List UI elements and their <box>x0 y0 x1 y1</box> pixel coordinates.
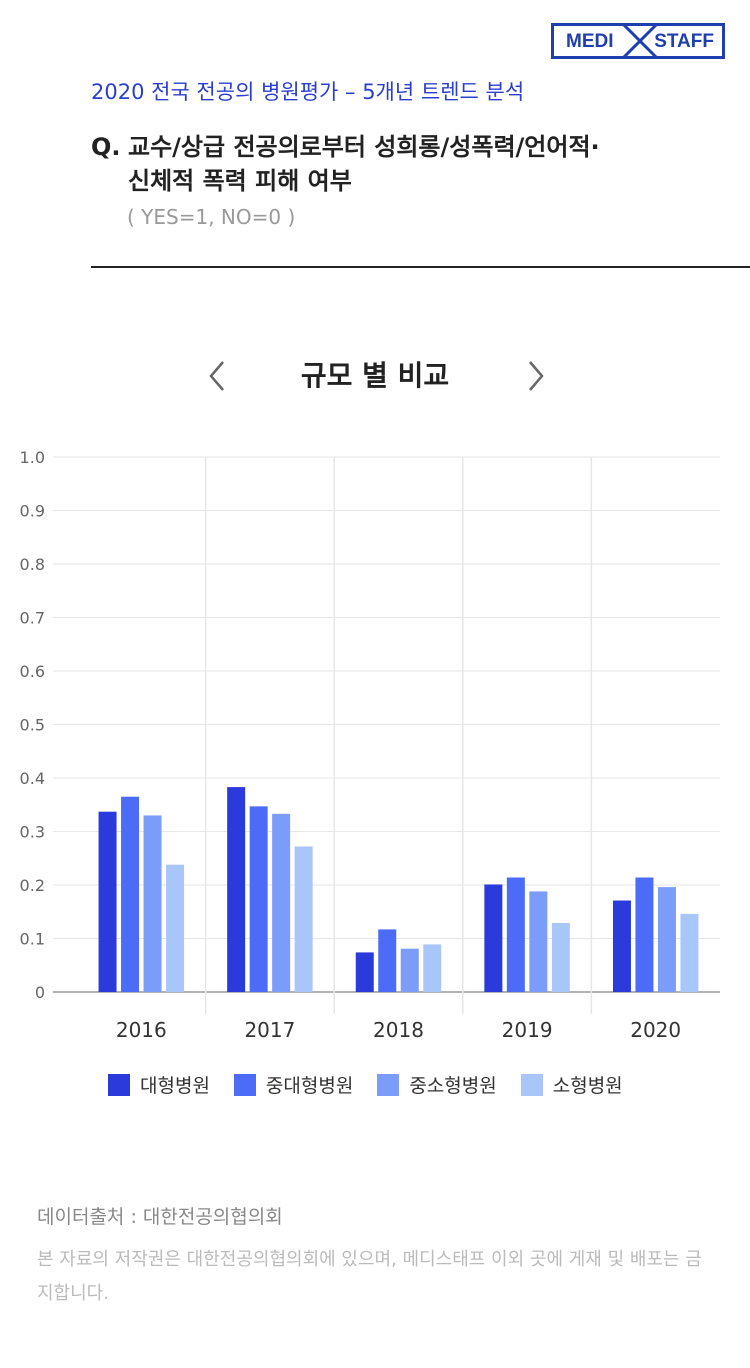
bar <box>635 877 654 992</box>
data-source: 데이터출처 : 대한전공의협의회 <box>37 1206 283 1228</box>
bar <box>249 806 268 992</box>
bar <box>400 948 419 992</box>
legend-item: 소형병원 <box>520 1071 623 1098</box>
bar <box>423 944 442 992</box>
bar <box>355 952 374 992</box>
x-tick-label: 2016 <box>116 1018 167 1042</box>
y-tick-label: 0.4 <box>20 769 45 788</box>
report-subtitle: 2020 전국 전공의 병원평가 – 5개년 트렌드 분석 <box>91 80 525 104</box>
bar <box>294 846 313 992</box>
copyright-notice: 본 자료의 저작권은 대한전공의협의회에 있으며, 메디스태프 이외 곳에 게재… <box>37 1249 702 1304</box>
chevron-right-icon[interactable] <box>520 356 550 396</box>
y-tick-label: 1.0 <box>20 448 45 467</box>
legend-label: 중대형병원 <box>265 1075 354 1097</box>
y-tick-label: 0.9 <box>20 502 45 521</box>
bar <box>484 884 503 992</box>
logo-x-mark <box>620 23 660 59</box>
chart-title: 규모 별 비교 <box>300 359 450 392</box>
x-tick-label: 2019 <box>502 1018 553 1042</box>
bar <box>612 900 631 992</box>
legend-item: 대형병원 <box>108 1071 210 1098</box>
bar <box>272 813 291 992</box>
header-divider <box>91 266 750 268</box>
y-tick-label: 0.1 <box>20 930 45 949</box>
y-tick-label: 0.3 <box>20 823 45 842</box>
y-tick-label: 0.7 <box>20 609 45 628</box>
chart-legend: 대형병원 중대형병원 중소형병원 소형병원 <box>108 1071 647 1098</box>
x-tick-label: 2018 <box>373 1018 424 1042</box>
y-tick-label: 0.8 <box>20 555 45 574</box>
bar <box>121 796 140 992</box>
question-note: ( YES=1, NO=0 ) <box>127 205 296 229</box>
legend-swatch <box>108 1073 130 1096</box>
bar-chart: 0 0.1 0.2 0.3 0.4 0.5 0.6 0.7 0.8 0.9 1.0 2016 2017 2… <box>20 448 720 1042</box>
bar <box>378 929 397 992</box>
logo-right-text: STAFF <box>654 31 714 52</box>
bar <box>166 864 185 992</box>
medistaff-logo: MEDI STAFF <box>551 23 725 59</box>
legend-swatch <box>520 1073 543 1096</box>
legend-label: 소형병원 <box>552 1075 623 1097</box>
x-tick-label: 2017 <box>244 1018 295 1042</box>
legend-swatch <box>377 1073 400 1096</box>
logo-left-text: MEDI <box>566 31 614 52</box>
y-tick-label: 0.6 <box>20 662 45 681</box>
legend-item: 중소형병원 <box>377 1071 497 1098</box>
x-tick-label: 2020 <box>630 1018 681 1042</box>
legend-label: 대형병원 <box>140 1075 210 1097</box>
question-line-1: 교수/상급 전공의로부터 성희롱/성폭력/언어적· <box>128 133 600 161</box>
bar <box>227 787 246 992</box>
y-tick-label: 0.2 <box>20 876 45 895</box>
legend-swatch <box>233 1073 256 1096</box>
legend-item: 중대형병원 <box>233 1071 354 1098</box>
y-tick-label: 0.5 <box>20 716 45 735</box>
question-line-2: 신체적 폭력 피해 여부 <box>128 167 352 195</box>
y-tick-label: 0 <box>35 983 45 1002</box>
chevron-left-icon[interactable] <box>203 356 233 396</box>
legend-label: 중소형병원 <box>409 1075 497 1097</box>
bar <box>551 922 570 992</box>
bar <box>143 815 162 992</box>
question-prefix: Q. <box>91 133 121 161</box>
bar <box>506 877 525 992</box>
bar <box>98 811 117 992</box>
bar <box>657 887 676 992</box>
bar <box>680 913 699 992</box>
bar <box>529 891 548 992</box>
